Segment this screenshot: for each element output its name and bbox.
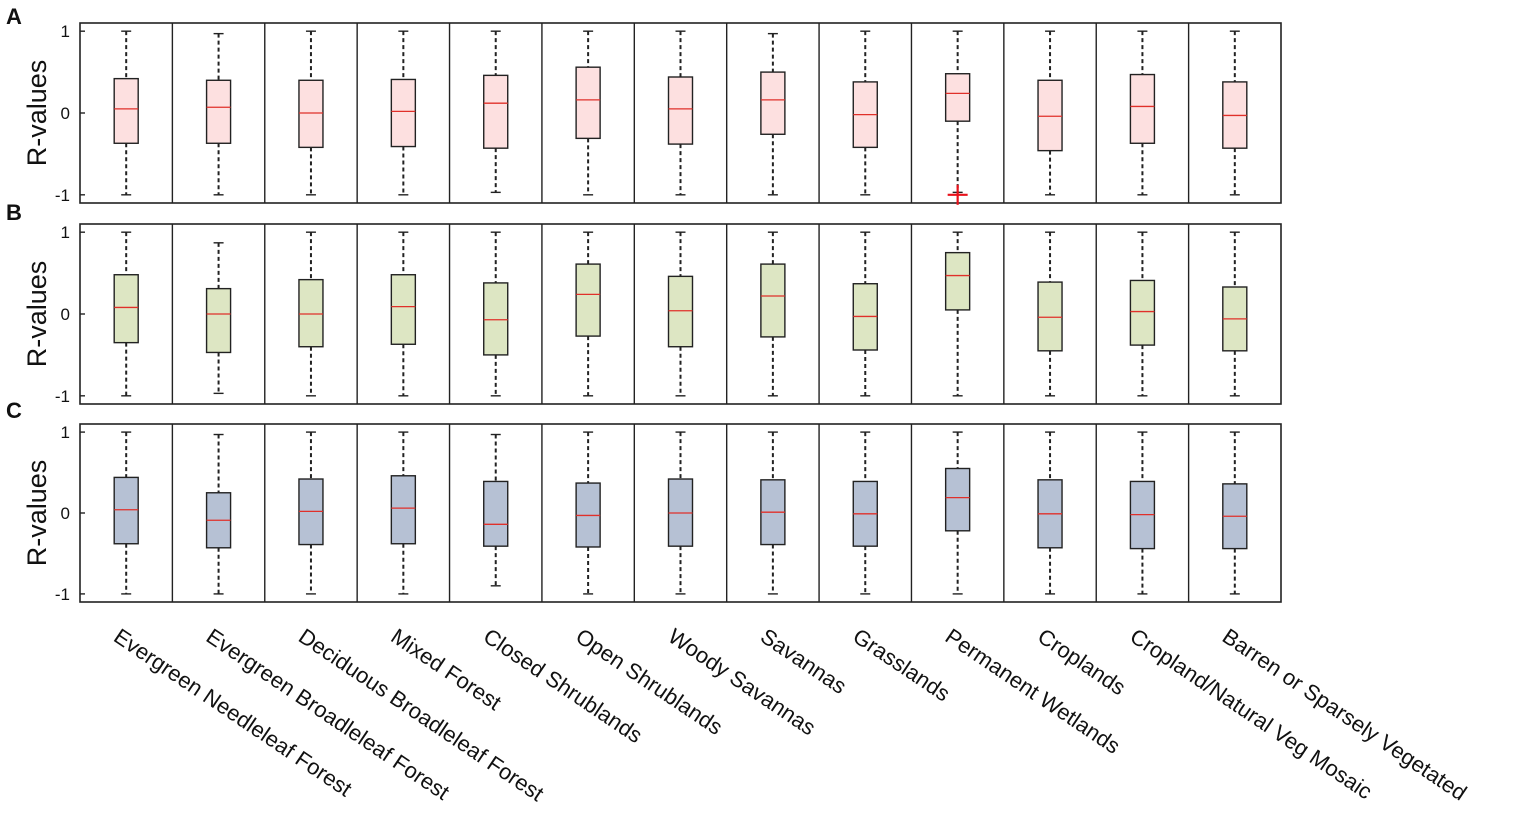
- category-label: Grasslands: [848, 623, 954, 706]
- box-C-7: [667, 431, 694, 595]
- box-A-9: [852, 30, 878, 196]
- iqr-box: [483, 282, 509, 356]
- box-B-1: [113, 231, 139, 397]
- iqr-box: [944, 251, 971, 311]
- box-B-3: [298, 231, 324, 397]
- y-tick-label: 0: [61, 104, 70, 123]
- y-tick-label: 1: [61, 223, 70, 242]
- iqr-box: [390, 78, 417, 148]
- box-A-1: [113, 30, 139, 196]
- box-A-2: [205, 32, 232, 196]
- box-B-13: [1222, 231, 1248, 397]
- box-B-5: [483, 231, 509, 397]
- iqr-box: [483, 74, 509, 149]
- box-A-8: [760, 32, 786, 196]
- iqr-box: [483, 480, 509, 547]
- box-A-7: [667, 30, 694, 196]
- iqr-box: [390, 274, 417, 345]
- box-A-4: [390, 30, 417, 196]
- box-C-12: [1129, 431, 1156, 595]
- box-C-1: [113, 431, 139, 595]
- box-B-2: [205, 242, 232, 395]
- box-C-8: [760, 431, 786, 595]
- y-axis-label: R-values: [22, 460, 52, 567]
- box-B-9: [852, 231, 878, 397]
- iqr-box: [760, 263, 786, 338]
- iqr-box: [944, 467, 971, 532]
- box-A-6: [575, 30, 601, 196]
- y-tick-label: 0: [61, 504, 70, 523]
- box-C-13: [1222, 431, 1248, 595]
- iqr-box: [390, 475, 417, 545]
- y-axis-label: R-values: [22, 60, 52, 167]
- box-C-5: [483, 433, 509, 587]
- box-C-10: [944, 431, 971, 595]
- iqr-box: [575, 263, 601, 337]
- panel-C: C R-values 1 0 -1: [6, 398, 1282, 604]
- box-B-10: [944, 231, 971, 397]
- panel-letter: A: [6, 4, 22, 29]
- iqr-box: [1037, 79, 1063, 152]
- iqr-box: [205, 287, 232, 354]
- y-tick-label: -1: [55, 387, 70, 406]
- box-B-4: [390, 231, 417, 397]
- iqr-box: [944, 73, 971, 122]
- y-tick-label: -1: [55, 585, 70, 604]
- box-C-9: [852, 431, 878, 595]
- iqr-box: [1129, 279, 1156, 346]
- y-tick-label: 0: [61, 305, 70, 324]
- iqr-box: [1037, 281, 1063, 352]
- box-B-11: [1037, 231, 1063, 397]
- box-B-6: [575, 231, 601, 397]
- y-axis-label: R-values: [22, 261, 52, 368]
- box-A-10: [944, 30, 971, 205]
- box-A-11: [1037, 30, 1063, 196]
- iqr-box: [113, 274, 139, 344]
- iqr-box: [205, 79, 232, 144]
- box-B-7: [667, 231, 694, 397]
- iqr-box: [298, 278, 324, 348]
- box-A-3: [298, 30, 324, 196]
- box-C-3: [298, 431, 324, 595]
- iqr-box: [575, 66, 601, 140]
- box-B-8: [760, 231, 786, 397]
- box-C-2: [205, 433, 232, 595]
- panel-A: A R-values 1 0 -1: [6, 4, 1282, 205]
- iqr-box: [1129, 73, 1156, 144]
- iqr-box: [113, 476, 139, 545]
- box-A-12: [1129, 30, 1156, 196]
- y-tick-label: 1: [61, 22, 70, 41]
- category-label: Closed Shrublands: [479, 623, 647, 748]
- iqr-box: [298, 79, 324, 149]
- y-tick-label: 1: [61, 423, 70, 442]
- panel-B: B R-values 1 0 -1: [6, 200, 1282, 406]
- box-A-5: [483, 30, 509, 194]
- y-tick-label: -1: [55, 186, 70, 205]
- iqr-box: [113, 77, 139, 144]
- panel-letter: B: [6, 200, 22, 225]
- panels-layer: A R-values 1 0 -1 B R-values 1 0 -1 C R-values 1 0 -1: [6, 4, 1282, 604]
- iqr-box: [760, 71, 786, 135]
- panel-letter: C: [6, 398, 22, 423]
- box-C-6: [575, 431, 601, 595]
- box-A-13: [1222, 30, 1248, 196]
- iqr-box: [667, 76, 694, 145]
- box-B-12: [1129, 231, 1156, 397]
- box-C-11: [1037, 431, 1063, 595]
- box-C-4: [390, 431, 417, 595]
- iqr-box: [667, 275, 694, 348]
